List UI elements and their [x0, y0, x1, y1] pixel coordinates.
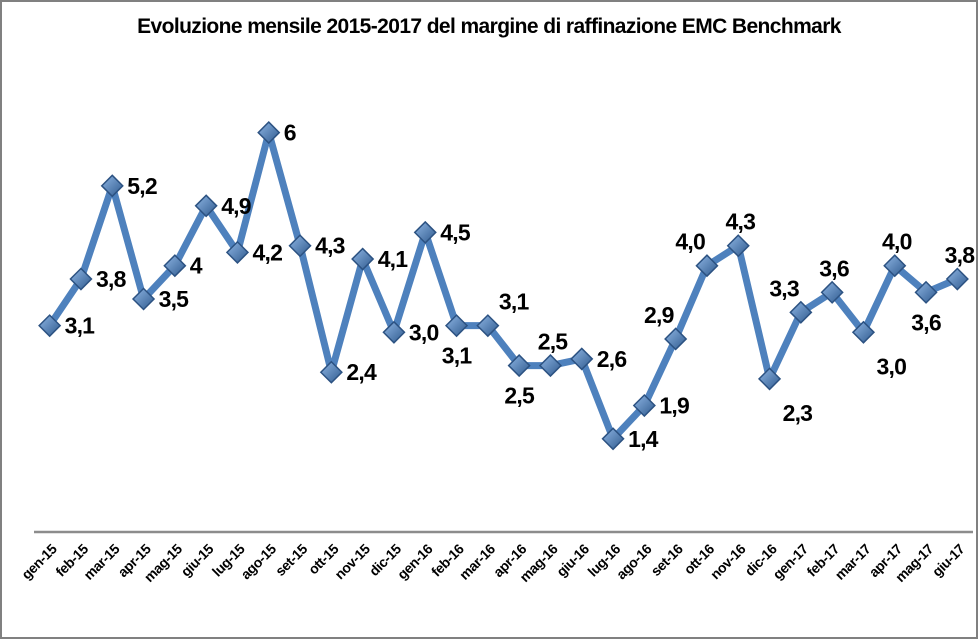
data-point-marker: [726, 234, 750, 258]
data-point-marker: [570, 347, 594, 371]
data-point-label: 3,6: [911, 309, 941, 335]
data-point-marker: [789, 300, 813, 324]
data-point-marker: [601, 427, 625, 451]
data-point-label: 4,5: [440, 219, 471, 245]
data-point-label: 3,1: [442, 343, 473, 369]
x-axis-tick-label: set-16: [647, 540, 686, 579]
data-point-label: 5,2: [127, 173, 157, 199]
data-point-marker: [319, 360, 343, 384]
data-point-marker: [288, 234, 312, 258]
x-axis-tick-label: nov-16: [707, 540, 749, 582]
x-axis-tick-label: gen-16: [394, 540, 436, 582]
data-point-marker: [695, 254, 719, 278]
data-point-label: 2,9: [644, 302, 674, 328]
data-point-label: 4: [190, 253, 203, 279]
x-axis-tick-label: giu-16: [553, 540, 592, 579]
data-point-marker: [100, 174, 124, 198]
x-axis-tick-label: gen-17: [769, 540, 811, 582]
data-point-marker: [476, 314, 500, 338]
data-point-marker: [664, 327, 688, 351]
data-point-marker: [914, 280, 938, 304]
chart-title: Evoluzione mensile 2015-2017 del margine…: [137, 15, 841, 38]
data-point-label: 1,4: [628, 426, 659, 452]
data-point-label: 2,3: [783, 400, 813, 426]
data-point-label: 2,5: [538, 329, 569, 355]
data-point-label: 4,2: [253, 239, 283, 265]
x-axis-tick-label: mar-16: [456, 540, 499, 583]
data-point-label: 6: [284, 120, 296, 146]
data-point-marker: [351, 247, 375, 271]
x-axis-tick-label: ago-15: [237, 540, 279, 582]
data-point-marker: [945, 267, 969, 291]
data-point-label: 2,4: [346, 359, 377, 385]
data-point-marker: [257, 121, 281, 145]
data-point-marker: [131, 287, 156, 311]
data-point-marker: [382, 320, 406, 344]
data-point-marker: [444, 314, 469, 338]
data-point-marker: [38, 314, 62, 338]
data-point-label: 3,1: [65, 313, 96, 339]
data-point-marker: [194, 194, 218, 218]
data-point-marker: [883, 254, 907, 278]
data-point-marker: [757, 367, 782, 391]
data-point-marker: [413, 220, 437, 244]
data-point-marker: [225, 240, 250, 264]
data-point-label: 3,0: [877, 353, 907, 379]
data-point-label: 3,1: [499, 289, 530, 315]
data-point-label: 4,3: [315, 233, 345, 259]
data-point-label: 3,8: [945, 242, 976, 268]
data-point-marker: [69, 267, 93, 291]
data-point-label: 1,9: [659, 393, 689, 419]
data-point-label: 3,6: [819, 255, 849, 281]
data-point-label: 3,0: [409, 319, 439, 345]
data-point-label: 4,9: [221, 193, 251, 219]
x-axis-tick-label: giu-17: [929, 540, 968, 579]
data-point-label: 4,1: [378, 246, 409, 272]
data-point-label: 2,5: [504, 383, 535, 409]
data-point-label: 3,8: [96, 266, 127, 292]
data-point-label: 4,3: [726, 209, 756, 235]
x-axis-tick-label: gen-15: [18, 540, 60, 582]
x-axis-tick-label: giu-15: [178, 540, 217, 579]
x-axis-tick-label: ago-16: [613, 540, 655, 582]
x-axis-tick-label: mar-15: [80, 540, 123, 583]
data-point-marker: [851, 320, 876, 344]
data-point-label: 2,6: [597, 346, 627, 372]
x-axis-tick-label: nov-15: [331, 540, 373, 582]
data-point-label: 4,0: [882, 229, 912, 255]
data-point-marker: [820, 280, 844, 304]
x-axis-tick-label: set-15: [272, 540, 311, 579]
data-point-marker: [538, 354, 563, 378]
data-point-marker: [507, 354, 531, 378]
data-point-marker: [163, 254, 187, 278]
data-point-marker: [632, 393, 656, 418]
x-axis-tick-label: mar-17: [832, 540, 875, 583]
data-point-label: 3,3: [769, 275, 799, 301]
data-point-label: 4,0: [675, 229, 705, 255]
data-point-label: 3,5: [159, 286, 190, 312]
